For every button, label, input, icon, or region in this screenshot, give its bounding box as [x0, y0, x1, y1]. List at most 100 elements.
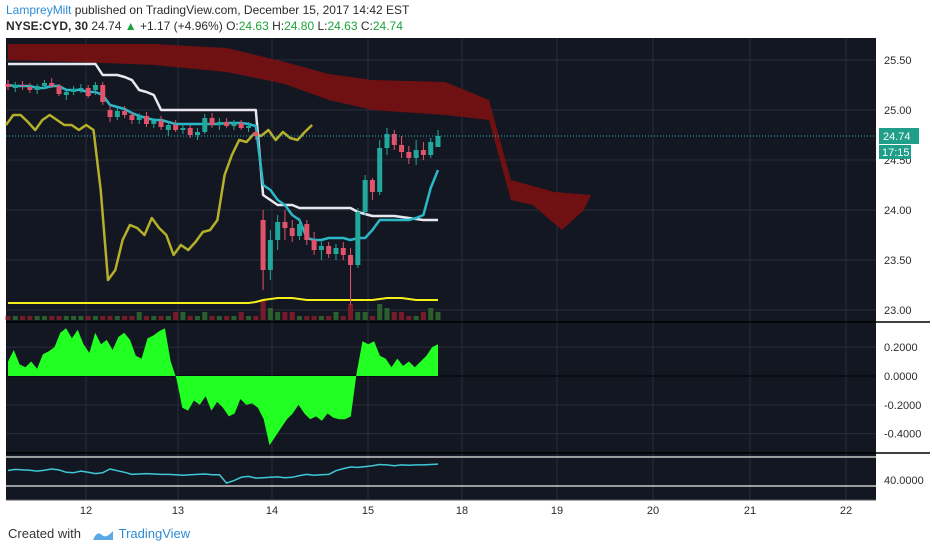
last-price-badge	[879, 128, 919, 144]
volume-bar	[333, 312, 339, 320]
candle-body	[41, 83, 47, 86]
volume-bar	[194, 316, 200, 320]
publish-header: LampreyMilt published on TradingView.com…	[6, 2, 409, 18]
x-tick-label: 18	[456, 505, 468, 517]
volume-bar	[289, 312, 295, 320]
candle-body	[129, 115, 135, 120]
volume-bar	[20, 316, 26, 320]
price-tick-label: 25.00	[884, 105, 912, 117]
candle-body	[151, 121, 157, 124]
price-change: +1.17 (+4.96%)	[139, 19, 223, 33]
candle-body	[71, 89, 77, 92]
x-tick-label: 13	[172, 505, 184, 517]
tradingview-link[interactable]: TradingView	[118, 526, 191, 541]
volume-bar	[143, 316, 149, 320]
created-with-text: Created with	[8, 526, 81, 541]
volume-bar	[253, 316, 259, 320]
x-tick-label: 12	[80, 505, 92, 517]
volume-bar	[355, 312, 361, 320]
candle-body	[391, 134, 397, 145]
volume-bar	[180, 312, 186, 320]
oscillator-area	[8, 328, 438, 446]
volume-bar	[41, 316, 47, 320]
volume-bar	[122, 316, 128, 320]
price-chart[interactable]: 12 13 14 15 18 19 20 21 2225.5025.0024.5024.0023…	[0, 38, 932, 518]
high-label: H:	[272, 19, 285, 33]
oscillator-tick-label: -0.2000	[884, 400, 921, 412]
volume-bar	[428, 308, 434, 320]
volume-bar	[202, 312, 208, 320]
candle-body	[209, 118, 215, 125]
high-value: 24.80	[284, 19, 315, 33]
candle-body	[289, 228, 295, 236]
published-text: published on TradingView.com, December 1…	[71, 3, 410, 17]
oscillator-tick-label: 0.2000	[884, 342, 918, 354]
ichimoku-cloud	[8, 44, 592, 230]
candle-body	[355, 212, 361, 265]
candle-body	[253, 132, 259, 136]
candle-body	[362, 180, 368, 212]
author-link[interactable]: LampreyMilt	[6, 3, 72, 17]
candle-body	[369, 180, 375, 192]
tradingview-logo-icon	[92, 530, 113, 540]
volume-bar	[384, 308, 390, 320]
volume-bar	[246, 316, 252, 320]
candle-body	[318, 246, 324, 250]
volume-bar	[173, 312, 179, 320]
candle-body	[173, 125, 179, 130]
volume-bar	[318, 316, 324, 320]
volume-bar	[297, 316, 303, 320]
plot-background	[6, 38, 876, 500]
candle-body	[85, 88, 91, 96]
volume-bar	[420, 312, 426, 320]
countdown-badge	[879, 145, 911, 159]
candle-body	[63, 92, 69, 95]
volume-bar	[369, 316, 375, 320]
candle-body	[114, 111, 120, 117]
candle-body	[231, 123, 237, 126]
volume-bar	[100, 316, 106, 320]
volume-ma-line	[8, 297, 438, 304]
rsi-tick-label: 40.0000	[884, 475, 924, 487]
volume-bar	[362, 312, 368, 320]
base-line	[8, 62, 438, 222]
candle-body	[180, 128, 186, 130]
volume-bar	[216, 316, 222, 320]
candle-body	[326, 246, 332, 254]
volume-bar	[71, 316, 77, 320]
price-tick-label: 23.00	[884, 305, 912, 317]
symbol-label[interactable]: NYSE:CYD, 30	[6, 19, 89, 33]
volume-bar	[136, 312, 142, 320]
volume-bar	[275, 312, 281, 320]
candle-body	[348, 255, 354, 265]
candle-body	[275, 222, 281, 240]
price-tick-label: 23.50	[884, 255, 912, 267]
close-label: C:	[360, 19, 373, 33]
volume-bar	[238, 312, 244, 320]
candle-body	[158, 121, 164, 127]
volume-bar	[260, 300, 266, 320]
price-axis-area	[876, 38, 930, 500]
volume-bar	[340, 316, 346, 320]
volume-bar	[5, 316, 11, 320]
candle-body	[282, 222, 288, 228]
volume-bar	[391, 312, 397, 320]
candle-body	[216, 122, 222, 125]
candle-body	[406, 152, 412, 158]
volume-bar	[435, 312, 441, 320]
low-label: L:	[317, 19, 328, 33]
candle-body	[78, 88, 84, 89]
volume-bar	[34, 316, 40, 320]
candle-body	[260, 220, 266, 270]
candle-body	[297, 224, 303, 236]
open-label: O:	[226, 19, 239, 33]
volume-bar	[129, 316, 135, 320]
countdown-badge-label: 17:15	[882, 147, 910, 159]
up-arrow-icon: ▲	[124, 19, 137, 33]
conversion-line	[7, 83, 440, 242]
last-price-badge-label: 24.74	[883, 131, 911, 143]
x-tick-label: 15	[362, 505, 374, 517]
volume-bar	[63, 316, 69, 320]
volume-bar	[49, 316, 55, 320]
candle-body	[49, 83, 55, 86]
